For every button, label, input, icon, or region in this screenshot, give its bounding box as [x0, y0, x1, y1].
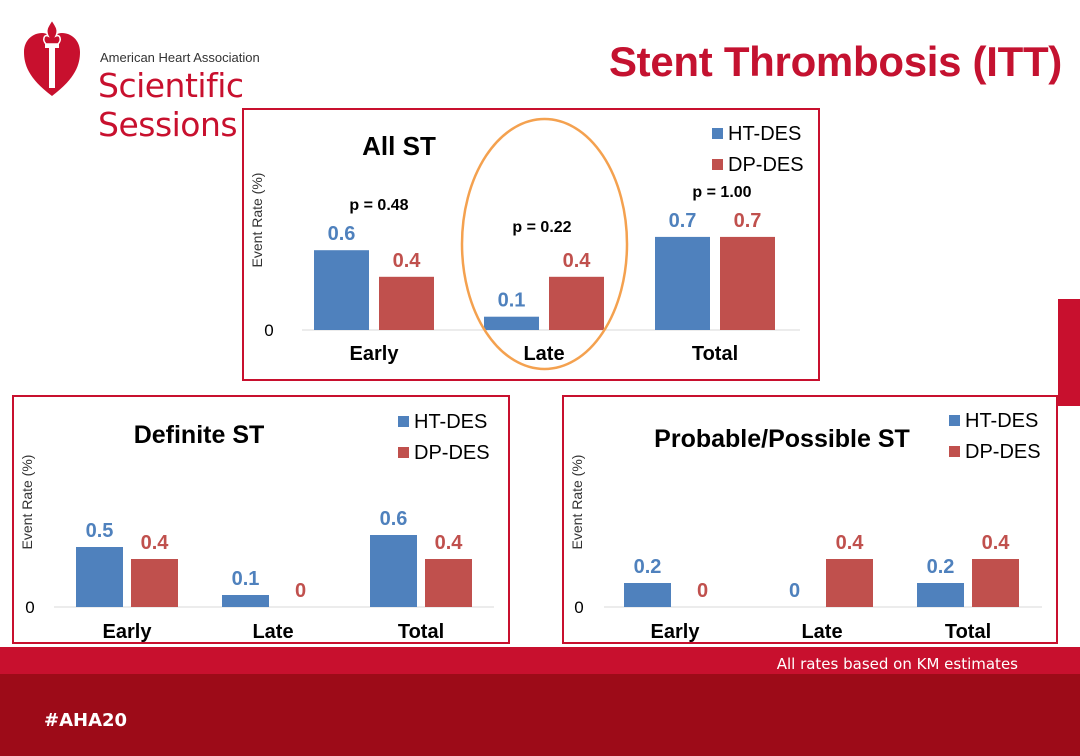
chart-all-data-label-ht-total: 0.7: [669, 210, 697, 232]
chart-definite-bar-dp-total: [425, 559, 472, 607]
chart-definite-st-svg: Definite ST Event Rate (%) 0 HT-DES DP-DES Ea…: [19, 411, 494, 642]
chart-definite-legend-label-dp: DP-DES: [414, 442, 490, 464]
aha-logo: American Heart Association Scientific Se…: [22, 16, 372, 144]
page-title: Stent Thrombosis (ITT): [608, 38, 1062, 85]
chart-probable-data-label-dp-total: 0.4: [982, 532, 1011, 554]
chart-all-ylabel: Event Rate (%): [249, 173, 265, 268]
chart-probable-legend-swatch-dp: [949, 446, 960, 457]
chart-definite-bar-dp-early: [131, 559, 178, 607]
chart-probable-data-label-ht-late: 0: [789, 580, 800, 602]
chart-probable-bar-ht-total: [917, 583, 964, 607]
chart-all-category-early: Early: [350, 343, 400, 365]
chart-probable-bar-ht-early: [624, 583, 671, 607]
chart-definite-data-label-dp-early: 0.4: [141, 532, 170, 554]
chart-definite-legend-label-ht: HT-DES: [414, 411, 487, 433]
side-accent-tab: [1058, 299, 1080, 406]
chart-all-category-total: Total: [692, 343, 738, 365]
heart-torch-icon: [24, 18, 80, 96]
chart-all-ytick-0: 0: [264, 321, 273, 340]
chart-all-bar-dp-early: [379, 276, 434, 330]
logo-event-name: Scientific Sessions: [98, 66, 244, 144]
chart-all-data-label-ht-late: 0.1: [498, 290, 526, 312]
hashtag: #AHA20: [44, 710, 128, 731]
chart-all-bar-dp-late: [549, 276, 604, 330]
chart-probable-data-label-dp-late: 0.4: [836, 532, 865, 554]
chart-all-st: All ST Event Rate (%) 0 HT-DES DP-DES Early 0.…: [242, 108, 820, 381]
chart-definite-ylabel: Event Rate (%): [19, 455, 35, 550]
chart-all-data-label-ht-early: 0.6: [328, 223, 356, 245]
chart-probable-data-label-ht-early: 0.2: [634, 556, 662, 578]
chart-definite-legend-swatch-ht: [398, 416, 409, 427]
chart-all-data-label-dp-total: 0.7: [734, 210, 762, 232]
chart-definite-bar-ht-total: [370, 535, 417, 607]
chart-definite-category-total: Total: [398, 621, 444, 642]
chart-all-legend-label-ht: HT-DES: [728, 123, 801, 145]
chart-definite-bar-ht-late: [222, 595, 269, 607]
chart-probable-data-label-dp-early: 0: [697, 580, 708, 602]
chart-definite-data-label-ht-early: 0.5: [86, 520, 114, 542]
chart-probable-category-total: Total: [945, 621, 991, 642]
chart-all-p-value-early: p = 0.48: [349, 197, 408, 214]
chart-probable-legend-label-ht: HT-DES: [965, 410, 1038, 432]
chart-definite-ytick-0: 0: [25, 598, 34, 617]
chart-all-bar-ht-late: [484, 316, 539, 330]
chart-all-p-value-total: p = 1.00: [692, 184, 751, 201]
chart-probable-ytick-0: 0: [574, 598, 583, 617]
footnote: All rates based on KM estimates: [776, 655, 1018, 673]
chart-probable-category-early: Early: [651, 621, 701, 642]
chart-probable-ylabel: Event Rate (%): [569, 455, 585, 550]
chart-all-bar-ht-early: [314, 250, 369, 330]
chart-all-data-label-dp-early: 0.4: [393, 250, 422, 272]
chart-probable-st: Probable/Possible ST Event Rate (%) 0 HT-DE…: [562, 395, 1058, 644]
chart-all-data-label-dp-late: 0.4: [563, 250, 592, 272]
chart-definite-category-late: Late: [252, 621, 293, 642]
chart-probable-bar-dp-total: [972, 559, 1019, 607]
footer-band: [0, 647, 1080, 674]
logo-org-name: American Heart Association: [100, 50, 260, 65]
late-highlight-ellipse: [460, 117, 629, 371]
chart-probable-data-label-ht-total: 0.2: [927, 556, 955, 578]
chart-all-title: All ST: [362, 131, 436, 161]
chart-probable-legend-label-dp: DP-DES: [965, 441, 1041, 463]
chart-definite-data-label-dp-late: 0: [295, 580, 306, 602]
chart-definite-legend-swatch-dp: [398, 447, 409, 458]
chart-probable-legend-swatch-ht: [949, 415, 960, 426]
footer-base: [0, 674, 1080, 756]
chart-all-bar-ht-total: [655, 236, 710, 330]
chart-all-p-value-late: p = 0.22: [512, 219, 571, 236]
chart-definite-data-label-dp-total: 0.4: [435, 532, 464, 554]
chart-all-legend-label-dp: DP-DES: [728, 154, 804, 176]
chart-all-legend-swatch-dp: [712, 159, 723, 170]
chart-all-legend-swatch-ht: [712, 128, 723, 139]
chart-all-st-svg: All ST Event Rate (%) 0 HT-DES DP-DES Early 0.…: [249, 123, 804, 365]
chart-definite-bar-ht-early: [76, 547, 123, 607]
chart-definite-data-label-ht-late: 0.1: [232, 568, 260, 590]
chart-all-category-late: Late: [523, 343, 564, 365]
chart-probable-st-svg: Probable/Possible ST Event Rate (%) 0 HT-DE…: [569, 410, 1042, 642]
chart-definite-category-early: Early: [103, 621, 153, 642]
chart-definite-st: Definite ST Event Rate (%) 0 HT-DES DP-DES Ea…: [12, 395, 510, 644]
chart-probable-category-late: Late: [801, 621, 842, 642]
chart-probable-bar-dp-late: [826, 559, 873, 607]
chart-definite-title: Definite ST: [134, 421, 265, 449]
chart-all-bar-dp-total: [720, 236, 775, 330]
chart-definite-data-label-ht-total: 0.6: [380, 508, 408, 530]
chart-probable-title: Probable/Possible ST: [654, 425, 910, 453]
